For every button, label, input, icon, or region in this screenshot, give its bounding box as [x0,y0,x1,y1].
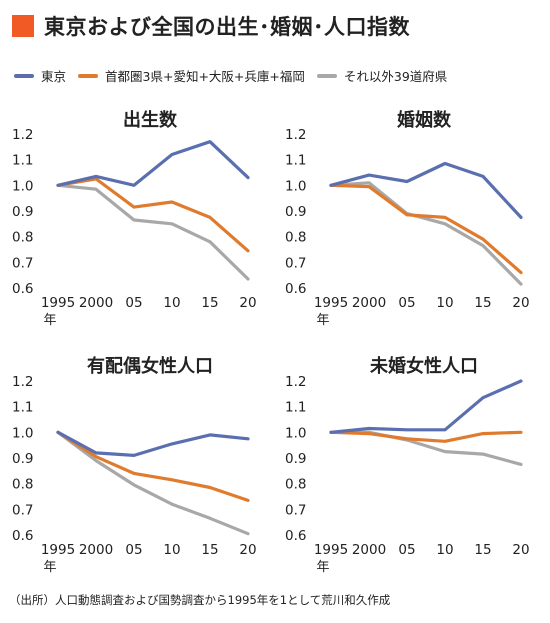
y-tick-label: 1.2 [12,374,33,390]
chart-unmarried-women: 未婚女性人口 0.6 0.7 0.8 0.9 1.0 1.1 1.2 1995 2000 05 10 1… [285,355,530,575]
x-tick-label: 2000 [79,542,113,558]
series-line-tokyo [56,430,250,457]
x-tick-label: 1995 [314,295,348,311]
chart-title-marriages: 婚姻数 [397,109,452,131]
y-tick-label: 0.8 [12,230,33,246]
legend-item-tokyo: 東京 [14,66,66,85]
y-tick-label: 0.8 [12,477,33,493]
x-tick-label: 20 [239,542,256,558]
x-tick-label: 20 [512,295,529,311]
chart-title-births: 出生数 [123,109,178,131]
series-line-other [329,430,523,466]
y-tick-label: 0.9 [285,204,306,220]
y-tick-label: 1.2 [285,127,306,143]
legend-item-metro: 首都圏3県+愛知+大阪+兵庫+福岡 [78,66,305,85]
x-tick-label: 10 [163,295,180,311]
x-tick-label: 10 [436,542,453,558]
legend-swatch-tokyo [14,73,34,78]
chart-title-unmarried-women: 未婚女性人口 [370,355,478,377]
series-line-metro [56,177,250,253]
y-tick-label: 1.1 [12,400,33,416]
y-tick-label: 1.1 [285,400,306,416]
y-tick-label: 0.9 [12,204,33,220]
x-tick-label: 2000 [352,295,386,311]
legend-label-metro: 首都圏3県+愛知+大阪+兵庫+福岡 [105,69,305,84]
title-accent-square [12,15,34,37]
y-tick-label: 0.6 [285,528,306,544]
chart-header: 東京および全国の出生･婚姻･人口指数 [12,12,410,40]
y-tick-label: 0.7 [12,255,33,271]
legend-swatch-metro [78,73,99,78]
x-tick-label: 20 [239,295,256,311]
x-tick-label: 2000 [352,542,386,558]
series-line-metro [329,183,523,275]
y-tick-label: 1.0 [285,178,306,194]
series-line-other [56,430,250,536]
x-tick-label: 10 [163,542,180,558]
y-tick-label: 1.1 [12,153,33,169]
x-tick-label: 15 [201,295,218,311]
x-tick-label: 05 [125,542,142,558]
y-tick-label: 0.9 [12,451,33,467]
series-line-other [56,183,250,281]
x-tick-label: 05 [125,295,142,311]
chart-births: 出生数 0.6 0.7 0.8 0.9 1.0 1.1 1.2 1995 2000 05 10 15 20… [12,109,257,328]
y-tick-label: 0.7 [285,255,306,271]
x-tick-label: 15 [201,542,218,558]
y-tick-label: 1.1 [285,153,306,169]
y-tick-label: 1.2 [12,127,33,143]
y-tick-label: 0.8 [285,477,306,493]
x-tick-label: 1995 [41,542,75,558]
legend-swatch-other [316,73,337,78]
series-line-metro [329,430,523,443]
series-line-tokyo [329,379,523,434]
legend: 東京 首都圏3県+愛知+大阪+兵庫+福岡 それ以外39道府県 [14,66,459,85]
x-tick-label: 1995 [41,295,75,311]
chart-married-women: 有配偶女性人口 0.6 0.7 0.8 0.9 1.0 1.1 1.2 1995 2000 05 10… [12,355,257,575]
chart-marriages: 婚姻数 0.6 0.7 0.8 0.9 1.0 1.1 1.2 1995 2000 05 10 15 20… [285,109,530,328]
legend-label-other: それ以外39道府県 [343,69,448,84]
y-tick-label: 1.0 [12,425,33,441]
legend-label-tokyo: 東京 [41,69,67,84]
y-tick-label: 0.7 [285,502,306,518]
y-tick-label: 1.2 [285,374,306,390]
y-tick-label: 1.0 [12,178,33,194]
source-note: （出所）人口動態調査および国勢調査から1995年を1として荒川和久作成 [9,593,391,607]
x-tick-label: 05 [398,542,415,558]
y-tick-label: 0.8 [285,230,306,246]
series-line-metro [56,430,250,502]
x-tick-label: 20 [512,542,529,558]
x-unit-label: 年 [43,313,56,328]
page-title: 東京および全国の出生･婚姻･人口指数 [44,15,410,39]
y-tick-label: 0.6 [12,281,33,297]
legend-item-other: それ以外39道府県 [316,66,448,85]
x-tick-label: 10 [436,295,453,311]
x-unit-label: 年 [43,560,56,575]
chart-title-married-women: 有配偶女性人口 [87,355,213,377]
x-unit-label: 年 [316,313,329,328]
x-tick-label: 1995 [314,542,348,558]
x-tick-label: 2000 [79,295,113,311]
y-tick-label: 1.0 [285,425,306,441]
y-tick-label: 0.6 [285,281,306,297]
series-line-other [329,181,523,286]
x-tick-label: 05 [398,295,415,311]
x-unit-label: 年 [316,560,329,575]
x-tick-label: 15 [474,295,491,311]
y-tick-label: 0.6 [12,528,33,544]
y-tick-label: 0.7 [12,502,33,518]
x-tick-label: 15 [474,542,491,558]
series-line-tokyo [329,161,523,219]
y-tick-label: 0.9 [285,451,306,467]
series-line-tokyo [56,140,250,187]
